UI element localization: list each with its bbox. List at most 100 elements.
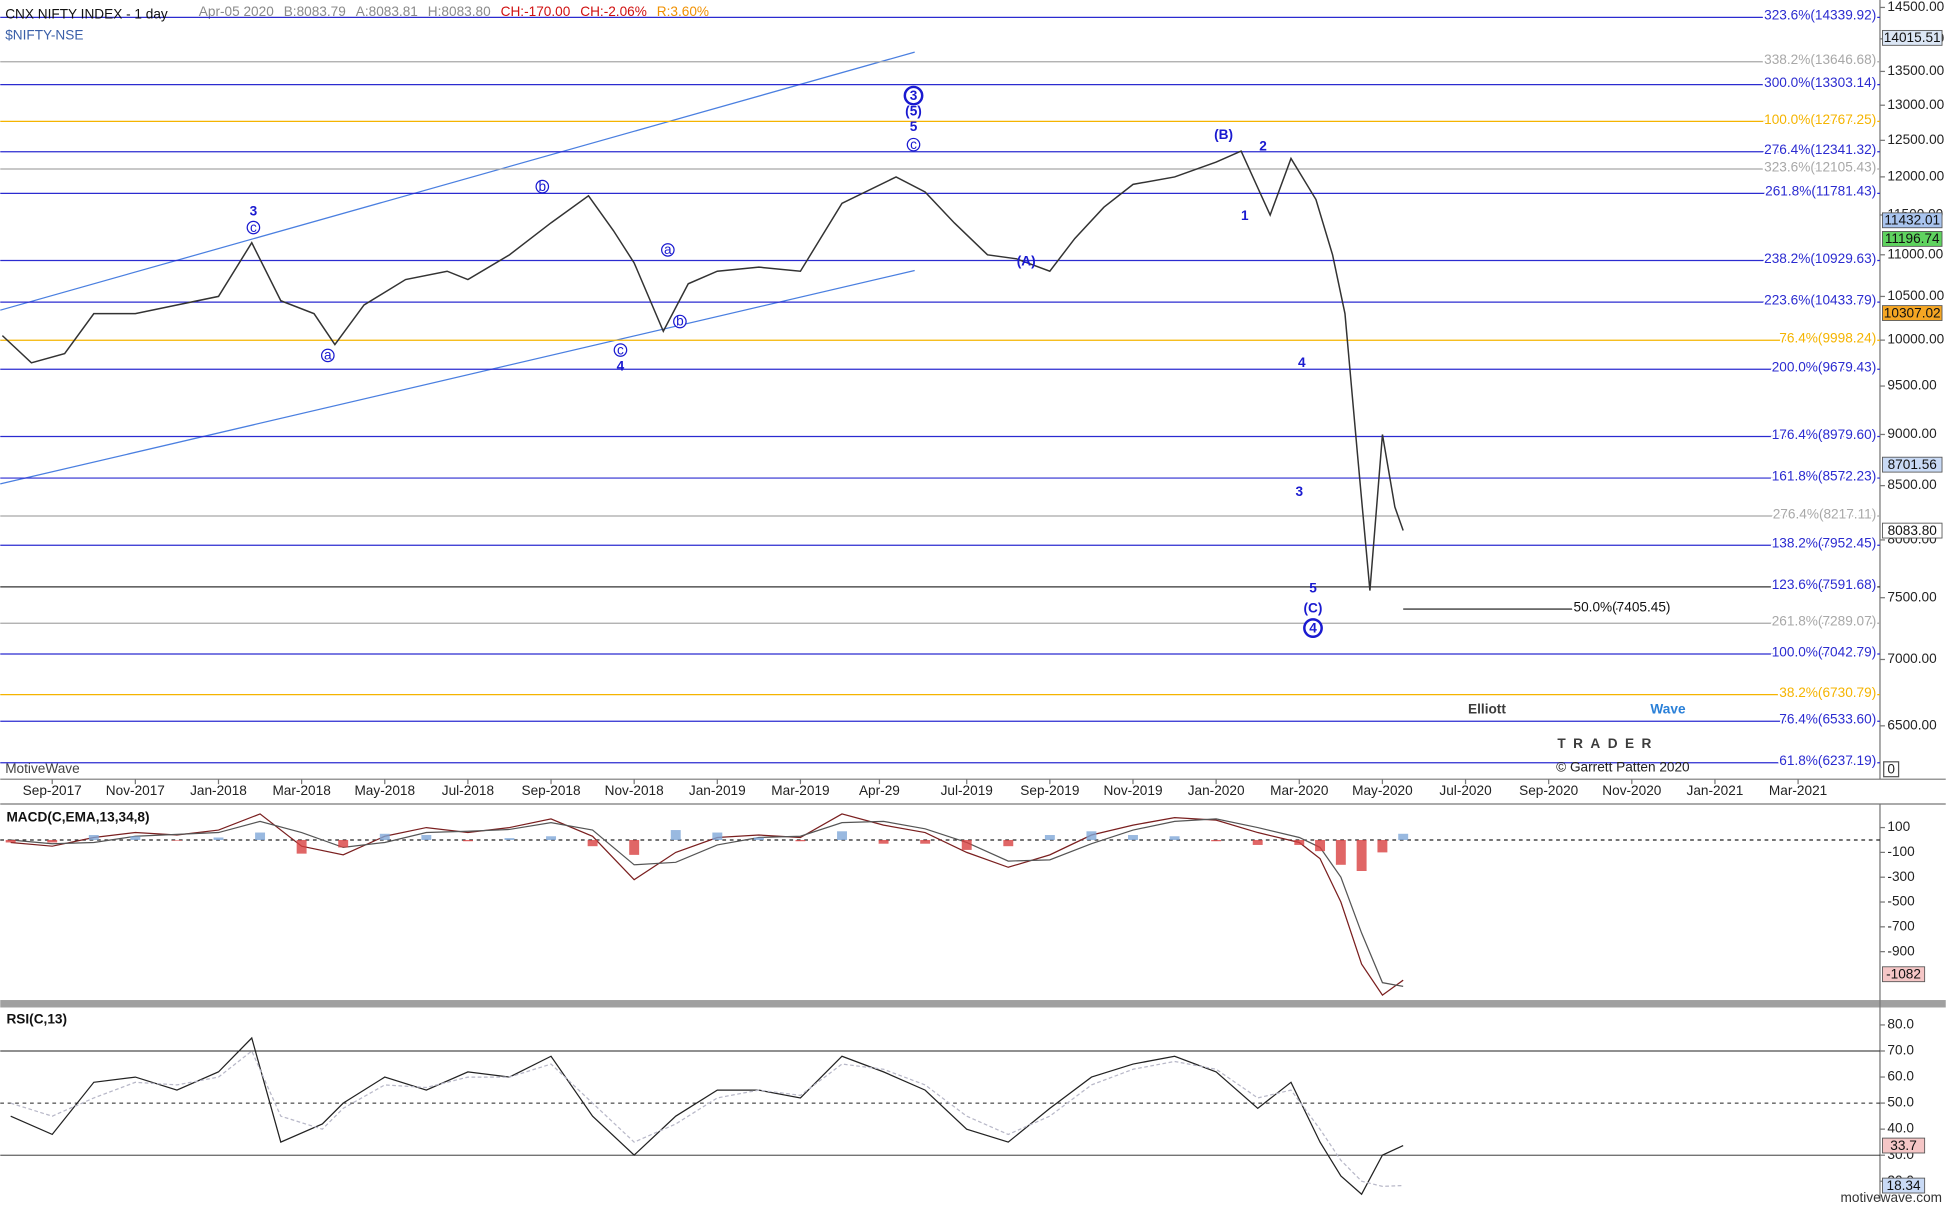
- x-tick-label: Jul-2018: [442, 783, 494, 798]
- logo-word: TRADER: [1557, 736, 1658, 751]
- histogram-bar: [1335, 839, 1346, 865]
- wave-label: 2: [1259, 138, 1267, 153]
- wave-label: (C): [1304, 601, 1323, 616]
- histogram-bar: [1294, 839, 1305, 845]
- y-tick-label: 10000.00: [1887, 332, 1944, 347]
- histogram-bar: [1377, 839, 1388, 853]
- wave-label: b: [676, 314, 684, 329]
- y-tick-label: 9500.00: [1887, 378, 1937, 393]
- fib-label: 76.4%(9998.24): [1779, 331, 1876, 346]
- price-tag: [1882, 29, 1943, 46]
- fib-label: 38.2%(6730.79): [1779, 685, 1876, 700]
- copyright: © Garrett Patten 2020: [1556, 760, 1690, 775]
- fib-label: 76.4%(6533.60): [1779, 712, 1876, 727]
- quote-field: Apr-05 2020: [199, 4, 274, 19]
- x-tick-label: Mar-2018: [272, 783, 330, 798]
- x-tick-label: Jul-2020: [1439, 783, 1492, 798]
- x-tick-label: Jan-2018: [190, 783, 247, 798]
- histogram-bar: [255, 832, 266, 840]
- wave-circle: [613, 343, 628, 357]
- price-tag: [1882, 212, 1943, 229]
- y-tick-label: 13000.00: [1887, 97, 1944, 112]
- fib-label: 323.6%(12105.43): [1764, 159, 1876, 174]
- wave-circle: [1303, 618, 1323, 638]
- histogram-bar: [1086, 831, 1097, 840]
- price-tag-label: 11432.01: [1884, 213, 1940, 228]
- fib-label: 300.0%(13303.14): [1764, 75, 1876, 90]
- histogram-bar: [587, 839, 598, 847]
- wave-label: a: [664, 242, 672, 257]
- price-tag-label: 8701.56: [1888, 457, 1937, 472]
- x-tick-label: Apr-29: [859, 783, 900, 798]
- histogram-bar: [920, 839, 931, 844]
- y-tick-label: 70.0: [1887, 1043, 1914, 1058]
- channel-line: [0, 51, 915, 311]
- fib-label: 323.6%(14339.92): [1764, 8, 1876, 23]
- x-tick-label: Jul-2019: [941, 783, 993, 798]
- histogram-bar: [1128, 835, 1138, 840]
- channel-line: [0, 269, 915, 485]
- wave-circle: [673, 314, 687, 329]
- y-tick-label: 50.0: [1887, 1095, 1914, 1110]
- y-tick-label: -900: [1887, 943, 1915, 958]
- wave-label: c: [910, 137, 917, 152]
- y-tick-label: 14500.00: [1887, 0, 1944, 14]
- wave-label: 5: [1309, 580, 1317, 595]
- y-tick-label: -500: [1887, 894, 1915, 909]
- y-tick-label: -100: [1887, 844, 1915, 859]
- wave-circle: [661, 243, 675, 257]
- brand: MotiveWave: [5, 761, 79, 776]
- price-tag-label: 8083.80: [1888, 523, 1938, 538]
- histogram-bar: [795, 839, 806, 842]
- value-tag: [1882, 1177, 1926, 1194]
- fib-label: 123.6%(7591.68): [1772, 577, 1877, 592]
- histogram-bar: [338, 839, 349, 848]
- x-tick-label: Nov-2018: [605, 783, 664, 798]
- histogram-bar: [546, 836, 557, 840]
- histogram-bar: [1211, 839, 1222, 842]
- x-tick-label: Nov-2020: [1602, 783, 1661, 798]
- wave-circle: [320, 348, 335, 363]
- x-tick-label: Mar-2020: [1270, 783, 1329, 798]
- fib-label: 138.2%(7952.45): [1772, 536, 1877, 551]
- fib-label: 261.8%(11781.43): [1765, 184, 1876, 199]
- x-tick-label: Mar-2019: [771, 783, 829, 798]
- histogram-bar: [1356, 839, 1367, 871]
- wave-label: 1: [1241, 208, 1249, 223]
- wave-label: (A): [1017, 254, 1036, 269]
- wave-label: b: [539, 179, 547, 194]
- panel-title: RSI(C,13): [6, 1011, 67, 1026]
- histogram-bar: [130, 836, 141, 840]
- histogram-bar: [47, 839, 58, 843]
- wave-label: 4: [1309, 620, 1317, 635]
- histogram-bar: [629, 839, 640, 855]
- x-tick-label: Jan-2021: [1687, 783, 1744, 798]
- x-tick-label: Sep-2017: [23, 783, 82, 798]
- histogram-bar: [296, 839, 307, 854]
- x-tick-label: Nov-2017: [106, 783, 165, 798]
- wave-label: 3: [910, 88, 918, 103]
- quote-field: A:8083.81: [356, 4, 418, 19]
- x-tick-label: May-2020: [1352, 783, 1413, 798]
- y-tick-label: 7000.00: [1887, 651, 1937, 666]
- y-tick-label: 40.0: [1887, 1121, 1914, 1136]
- quote-field: H:8083.80: [428, 4, 491, 19]
- macd-line: [10, 813, 1404, 996]
- histogram-bar: [379, 833, 390, 840]
- fib-label: 238.2%(10929.63): [1764, 251, 1876, 266]
- histogram-bar: [1003, 839, 1014, 847]
- wave-label: 3: [1295, 484, 1303, 499]
- histogram-bar: [753, 837, 764, 840]
- x-tick-label: Jan-2019: [689, 783, 746, 798]
- y-tick-label: -700: [1887, 918, 1915, 933]
- histogram-bar: [462, 839, 473, 842]
- wave-label: c: [617, 342, 624, 357]
- axis-corner-box: [1883, 761, 1900, 778]
- rsi-line: [10, 1050, 1404, 1188]
- x-tick-label: Nov-2019: [1103, 783, 1162, 798]
- y-tick-label: 100: [1887, 819, 1910, 834]
- quote-field: B:8083.79: [284, 4, 346, 19]
- fib-label: 100.0%(12767.25): [1764, 112, 1876, 127]
- histogram-bar: [961, 839, 972, 850]
- x-tick-label: Mar-2021: [1769, 783, 1827, 798]
